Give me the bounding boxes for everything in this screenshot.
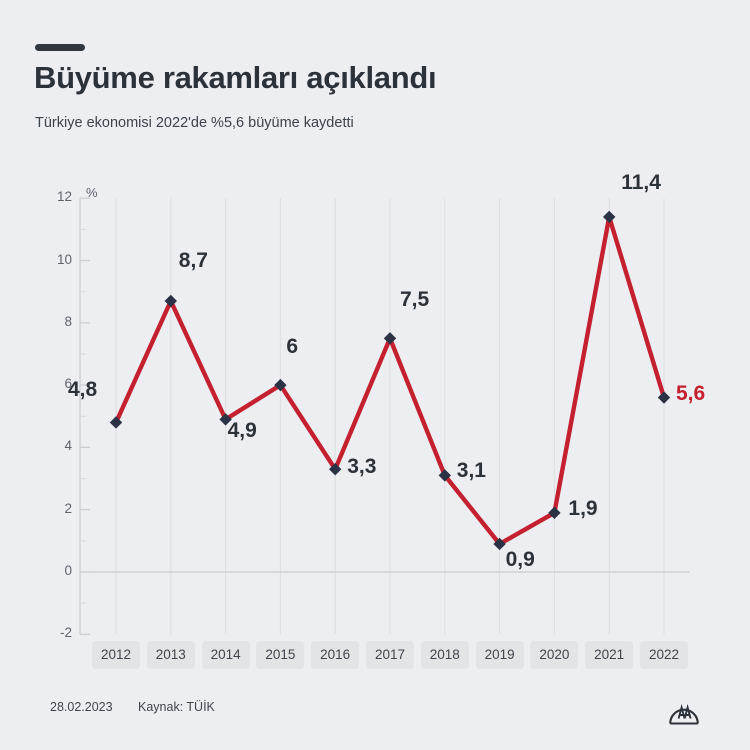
x-axis-year-chip: 2020 xyxy=(530,641,579,669)
footer-date: 28.02.2023 xyxy=(50,700,113,714)
y-axis-tick-label: -2 xyxy=(59,625,72,641)
page-title: Büyüme rakamları açıklandı xyxy=(34,60,437,95)
data-point-label: 4,9 xyxy=(227,419,257,443)
y-axis-tick-label: 10 xyxy=(56,251,72,267)
x-axis-year-chip: 2012 xyxy=(92,641,140,669)
x-axis-year-chip: 2021 xyxy=(585,641,634,669)
data-point-label: 3,1 xyxy=(456,459,486,483)
y-axis-tick-label: 12 xyxy=(56,189,72,205)
y-axis-tick-label: 6 xyxy=(64,376,72,392)
data-point-label: 3,3 xyxy=(347,455,377,479)
y-axis-tick-label: 0 xyxy=(64,563,72,578)
x-axis-year-chip: 2014 xyxy=(201,641,250,669)
x-axis-year-chip: 2013 xyxy=(146,641,195,669)
x-axis-year-chip: 2015 xyxy=(256,641,305,669)
data-point-label: 11,4 xyxy=(621,170,661,194)
y-axis-tick-label: 2 xyxy=(64,500,72,516)
aa-logo-icon xyxy=(669,703,699,725)
page-subtitle: Türkiye ekonomisi 2022'de %5,6 büyüme ka… xyxy=(35,115,354,131)
chart-gridlines xyxy=(115,198,665,635)
chart-axis xyxy=(79,197,90,635)
chart-data-markers xyxy=(109,210,671,551)
x-axis-year-chip: 2022 xyxy=(640,641,688,669)
title-rule-decoration xyxy=(35,44,85,51)
y-axis-tick-label: 4 xyxy=(64,438,72,454)
y-axis-tick-label: 8 xyxy=(64,313,72,329)
data-point-label: 6 xyxy=(286,335,299,359)
data-point-label: 1,9 xyxy=(568,496,598,520)
x-axis-year-chip: 2018 xyxy=(420,641,469,669)
data-point-label: 8,7 xyxy=(178,248,208,272)
data-point-label: 4,8 xyxy=(68,378,98,402)
y-axis-unit-label: % xyxy=(86,185,98,200)
x-axis-year-chip: 2019 xyxy=(475,641,524,669)
data-point-label: 5,6 xyxy=(676,381,706,405)
x-axis-year-chip: 2016 xyxy=(311,641,360,669)
data-point-label: 0,9 xyxy=(505,547,535,571)
footer-source: Kaynak: TÜİK xyxy=(138,700,215,714)
x-axis-year-chip: 2017 xyxy=(366,641,414,669)
data-point-label: 7,5 xyxy=(400,288,430,312)
